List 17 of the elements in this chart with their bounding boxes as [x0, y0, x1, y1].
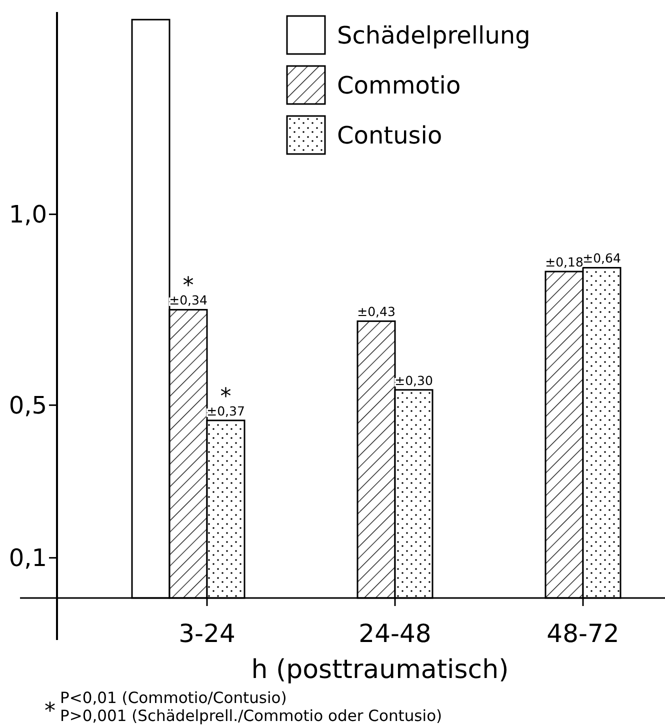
legend-label: Commotio: [337, 71, 461, 100]
x-axis-title: h (posttraumatisch): [251, 655, 509, 685]
y-tick-label: 1,0: [8, 200, 47, 229]
annotation: ±0,64: [582, 250, 621, 266]
annotation: ±0,18: [545, 254, 584, 270]
annotation: ±0,30: [394, 372, 433, 388]
x-tick-label: 24-48: [358, 619, 432, 648]
legend-label: Contusio: [337, 121, 442, 150]
x-tick-label: 48-72: [546, 619, 620, 648]
text: P>0,001 (Schädelprell./Commotio oder Contusio): [60, 707, 442, 725]
text: *: [44, 699, 56, 724]
y-tick-label: 0,5: [8, 392, 47, 420]
y-tick-label: 0,1: [8, 544, 47, 572]
x-tick-label: 3-24: [178, 619, 236, 648]
annotation: ±0,43: [357, 304, 396, 320]
text: P<0,01 (Commotio/Contusio): [60, 689, 287, 707]
legend-label: Schädelprellung: [337, 21, 530, 50]
